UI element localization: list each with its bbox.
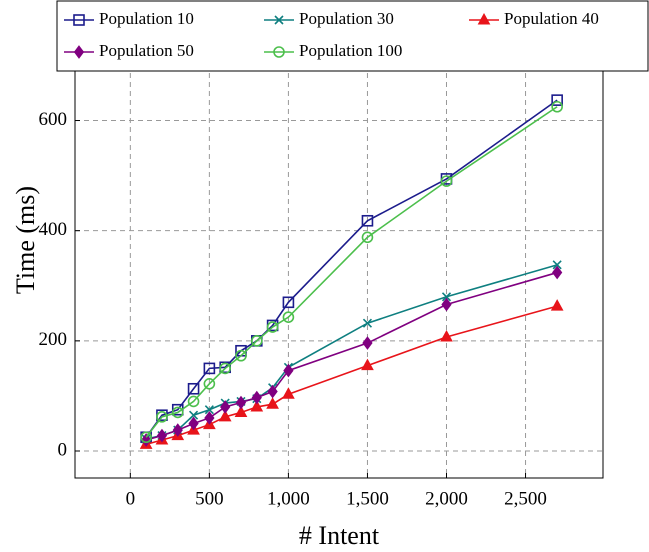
data-point xyxy=(188,416,199,431)
data-point xyxy=(552,260,562,270)
data-point xyxy=(219,362,231,375)
x-tick-label: 1,500 xyxy=(346,488,389,509)
data-point xyxy=(361,358,374,371)
data-point xyxy=(156,428,168,443)
y-tick-label: 0 xyxy=(58,439,68,460)
x-tick-label: 500 xyxy=(195,488,224,509)
legend-marker xyxy=(73,45,85,59)
data-point xyxy=(282,296,295,309)
legend-marker xyxy=(477,12,491,25)
y-tick-label: 200 xyxy=(39,329,68,350)
legend-marker xyxy=(274,15,284,25)
data-point xyxy=(441,297,452,312)
data-point xyxy=(203,362,216,375)
data-point xyxy=(250,335,263,347)
x-axis-label: # Intent xyxy=(299,521,380,550)
data-point xyxy=(550,299,564,311)
data-point xyxy=(551,100,563,113)
data-point xyxy=(204,411,215,425)
legend-marker xyxy=(73,14,85,26)
series-line xyxy=(145,106,558,438)
legend-text: Population 40 xyxy=(504,9,599,28)
data-point xyxy=(234,405,248,417)
data-point xyxy=(203,378,216,390)
data-point xyxy=(235,395,247,410)
data-point xyxy=(266,321,279,333)
legend-marker xyxy=(273,46,285,58)
y-tick-label: 400 xyxy=(39,219,68,240)
data-point xyxy=(140,431,152,444)
data-point xyxy=(251,390,262,405)
data-point xyxy=(141,433,152,447)
x-tick-label: 2,000 xyxy=(425,488,468,509)
data-point xyxy=(441,292,452,302)
data-point xyxy=(552,265,563,280)
legend-box xyxy=(56,0,649,72)
x-tick-label: 2,500 xyxy=(504,488,547,509)
data-point xyxy=(362,336,373,350)
data-point xyxy=(361,214,374,227)
data-point xyxy=(361,231,374,244)
data-point xyxy=(188,410,199,420)
x-tick-label: 0 xyxy=(126,488,136,509)
data-point xyxy=(187,382,200,395)
data-point xyxy=(282,311,295,323)
plot-frame xyxy=(74,0,604,479)
data-point xyxy=(266,397,279,409)
data-point xyxy=(551,94,563,106)
data-point xyxy=(440,329,453,342)
x-tick-label: 1,000 xyxy=(267,488,310,509)
legend-text: Population 100 xyxy=(299,41,402,60)
data-point xyxy=(218,409,232,422)
data-point xyxy=(172,423,183,437)
data-point xyxy=(282,387,295,399)
data-point xyxy=(156,411,168,423)
legend-text: Population 30 xyxy=(299,9,394,28)
data-point xyxy=(250,399,264,412)
y-tick-label: 600 xyxy=(39,109,68,130)
data-point xyxy=(283,363,294,378)
legend-text: Population 50 xyxy=(99,41,194,60)
data-point xyxy=(220,400,231,414)
data-point xyxy=(362,318,373,328)
data-point xyxy=(204,405,214,415)
data-point xyxy=(171,406,184,419)
legend-text: Population 10 xyxy=(99,9,194,28)
y-axis-label: Time (ms) xyxy=(11,186,40,294)
data-point xyxy=(440,175,453,187)
data-point xyxy=(267,384,278,399)
data-point xyxy=(235,349,247,362)
data-point xyxy=(187,395,200,408)
